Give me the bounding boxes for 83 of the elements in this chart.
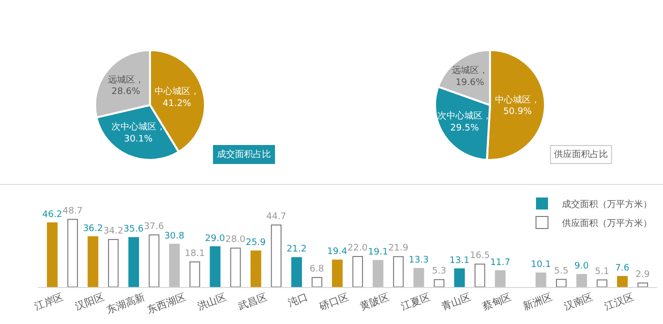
bar xyxy=(88,236,98,287)
bar xyxy=(393,256,404,287)
bar xyxy=(291,257,302,287)
slice-label: 远城区，19.6% xyxy=(452,65,488,88)
x-tick-label: 青山区 xyxy=(440,291,472,313)
x-tick-label: 江汉区 xyxy=(603,291,636,313)
data-label: 48.7 xyxy=(62,206,83,216)
bar xyxy=(148,234,160,287)
data-label: 36.2 xyxy=(82,224,103,234)
data-label: 28.0 xyxy=(225,235,246,246)
bar xyxy=(434,279,444,287)
data-label: 5.1 xyxy=(594,266,610,277)
bar xyxy=(576,274,587,287)
bar xyxy=(67,218,78,287)
bar xyxy=(332,260,343,287)
x-tick-label: 江岸区 xyxy=(32,291,66,313)
data-label: 7.6 xyxy=(615,263,630,274)
data-label: 6.8 xyxy=(310,264,324,275)
data-label: 29.0 xyxy=(204,234,226,244)
x-tick-label: 汉阳区 xyxy=(74,291,106,313)
x-tick-label: 东西湖区 xyxy=(146,291,188,316)
data-label: 18.1 xyxy=(184,248,205,259)
data-label: 21.2 xyxy=(286,244,307,255)
bar xyxy=(372,260,384,287)
x-tick-label: 洪山区 xyxy=(196,291,228,313)
data-label: 25.9 xyxy=(246,238,266,248)
data-label: 5.5 xyxy=(554,266,568,276)
bar xyxy=(270,224,282,287)
data-label: 13.1 xyxy=(449,256,470,266)
text: 供应面积占比 xyxy=(554,149,608,160)
data-label: 44.7 xyxy=(266,212,286,222)
data-label: 35.6 xyxy=(124,224,144,235)
text: 成交面积占比 xyxy=(217,149,271,160)
data-label: 34.2 xyxy=(103,226,124,237)
slice-label: 远城区，28.6% xyxy=(108,74,144,98)
bar xyxy=(536,272,546,287)
bar xyxy=(352,256,364,287)
x-tick-label: 武昌区 xyxy=(236,291,269,313)
data-label: 30.8 xyxy=(164,231,185,242)
data-label: 22.0 xyxy=(348,243,368,254)
x-tick-label: 硚口区 xyxy=(317,291,350,314)
bar xyxy=(169,244,180,287)
bar xyxy=(128,237,140,287)
data-label: 2.9 xyxy=(635,270,650,280)
bar xyxy=(617,276,628,287)
bar xyxy=(556,278,567,287)
legend-label: 供应面积（万平方米） xyxy=(562,218,652,230)
x-tick-label: 新洲区 xyxy=(522,291,554,313)
x-tick-label: 沌口 xyxy=(286,291,310,310)
bar xyxy=(596,279,608,287)
bar xyxy=(454,268,465,287)
data-label: 37.6 xyxy=(144,222,164,232)
data-label: 19.1 xyxy=(368,247,388,258)
bar xyxy=(250,250,262,287)
bar xyxy=(312,277,322,287)
data-label: 10.1 xyxy=(530,260,551,270)
slice-label: 次中心城区，29.5% xyxy=(438,110,492,134)
bar xyxy=(474,264,486,287)
x-tick-label: 汉南区 xyxy=(562,291,595,313)
x-tick-label: 蔡甸区 xyxy=(480,291,514,313)
bar xyxy=(494,270,506,287)
data-label: 9.0 xyxy=(574,262,589,272)
data-label: 46.2 xyxy=(42,210,62,220)
bar xyxy=(637,282,648,287)
x-tick-label: 黄陂区 xyxy=(358,291,391,313)
data-label: 11.7 xyxy=(490,258,510,268)
x-tick-label: 江夏区 xyxy=(399,291,432,313)
slice-label: 中心城区，41.2% xyxy=(154,86,200,109)
data-label: 16.5 xyxy=(470,251,490,262)
data-label: 21.9 xyxy=(388,244,409,254)
bar xyxy=(210,246,220,287)
bar xyxy=(108,239,119,287)
bar xyxy=(189,261,200,287)
bar xyxy=(46,222,58,287)
bar xyxy=(413,268,424,287)
data-label: 13.3 xyxy=(408,256,429,266)
slice-label: 次中心城区，30.1% xyxy=(111,122,166,144)
data-label: 5.3 xyxy=(432,266,446,277)
x-tick-label: 东湖高新 xyxy=(104,291,147,316)
bar xyxy=(230,248,241,287)
data-label: 19.4 xyxy=(327,247,348,258)
legend-label: 成交面积（万平方米） xyxy=(562,199,652,210)
slice-label: 中心城区，50.9% xyxy=(494,94,540,118)
